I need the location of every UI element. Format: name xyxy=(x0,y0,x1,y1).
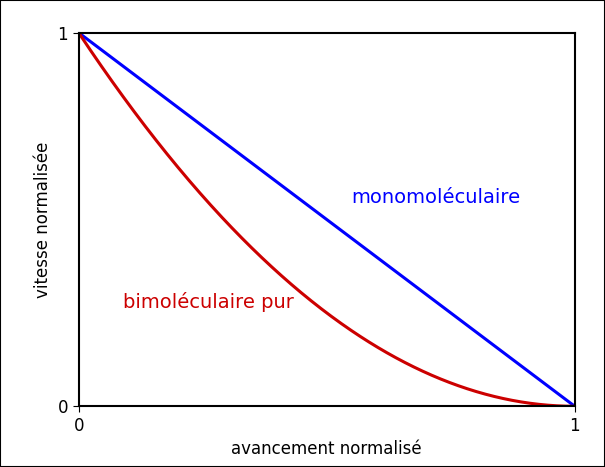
Text: bimoléculaire pur: bimoléculaire pur xyxy=(123,292,294,311)
X-axis label: avancement normalisé: avancement normalisé xyxy=(231,440,422,458)
Text: monomoléculaire: monomoléculaire xyxy=(352,188,521,206)
Y-axis label: vitesse normalisée: vitesse normalisée xyxy=(34,142,52,297)
